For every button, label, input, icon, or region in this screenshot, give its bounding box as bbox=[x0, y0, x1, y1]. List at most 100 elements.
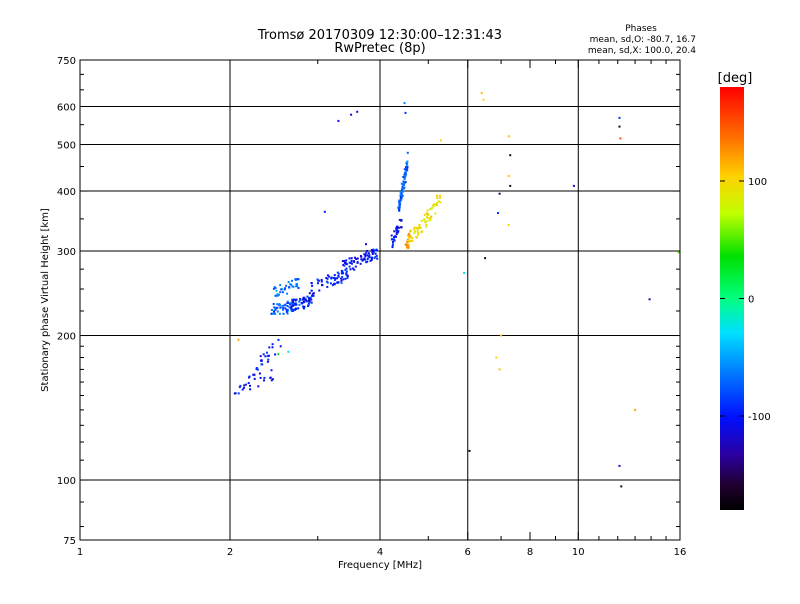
echo-point bbox=[345, 270, 348, 273]
echo-point bbox=[402, 176, 405, 178]
echo-point bbox=[403, 186, 406, 189]
echo-point bbox=[280, 288, 283, 291]
echo-point bbox=[404, 111, 407, 114]
echo-point bbox=[259, 355, 262, 358]
echo-point bbox=[287, 309, 289, 312]
echo-point bbox=[409, 235, 412, 237]
echo-point bbox=[408, 237, 411, 240]
echo-point bbox=[353, 268, 356, 271]
echo-point bbox=[414, 230, 416, 233]
echo-point bbox=[266, 360, 269, 363]
echo-point bbox=[405, 166, 407, 169]
echo-point bbox=[291, 285, 294, 288]
echo-point bbox=[290, 283, 293, 286]
echo-point bbox=[404, 243, 407, 246]
echo-point bbox=[439, 139, 442, 142]
echo-point bbox=[286, 302, 289, 304]
echo-point bbox=[425, 223, 428, 226]
echo-point bbox=[279, 345, 282, 348]
echo-point bbox=[376, 249, 378, 252]
echo-point bbox=[330, 276, 333, 279]
echo-point bbox=[284, 287, 287, 290]
echo-point bbox=[366, 257, 369, 260]
echo-point bbox=[415, 227, 418, 230]
echo-point bbox=[274, 287, 277, 289]
echo-point bbox=[325, 277, 328, 279]
echo-point bbox=[290, 305, 293, 308]
echo-point bbox=[349, 268, 352, 271]
echo-point bbox=[371, 253, 374, 255]
echo-point bbox=[404, 170, 407, 173]
echo-point bbox=[317, 279, 320, 282]
echo-point bbox=[285, 311, 288, 313]
echo-point bbox=[409, 229, 412, 232]
echo-point bbox=[423, 213, 426, 216]
echo-point bbox=[429, 219, 432, 222]
echo-point bbox=[365, 251, 368, 254]
echo-point bbox=[286, 305, 289, 307]
echo-point bbox=[405, 245, 408, 248]
echo-point bbox=[320, 280, 323, 283]
echo-point bbox=[277, 353, 280, 356]
echo-point bbox=[395, 233, 398, 236]
echo-point bbox=[270, 379, 273, 382]
echo-point bbox=[249, 384, 251, 387]
echo-point bbox=[509, 154, 512, 157]
echo-point bbox=[393, 236, 396, 239]
echo-point bbox=[337, 275, 340, 278]
echo-point bbox=[345, 263, 348, 266]
echo-point bbox=[271, 378, 274, 381]
echo-point bbox=[406, 160, 409, 163]
echo-point bbox=[367, 252, 370, 255]
echo-point bbox=[396, 225, 399, 228]
echo-point bbox=[433, 203, 436, 206]
echo-point bbox=[233, 392, 236, 395]
echo-point bbox=[415, 236, 418, 238]
echo-point bbox=[343, 261, 346, 264]
echo-point bbox=[343, 260, 346, 262]
echo-point bbox=[267, 354, 270, 357]
echo-point bbox=[238, 386, 241, 389]
echo-point bbox=[370, 257, 373, 260]
echo-point bbox=[341, 260, 344, 263]
echo-point bbox=[274, 312, 277, 315]
echo-point bbox=[336, 277, 339, 280]
echo-point bbox=[398, 205, 401, 208]
echo-point bbox=[463, 272, 466, 274]
echo-point bbox=[310, 298, 313, 301]
echo-point bbox=[425, 216, 428, 219]
echo-point bbox=[264, 355, 267, 358]
echo-point bbox=[353, 260, 356, 263]
echo-point bbox=[278, 293, 280, 296]
echo-point bbox=[346, 277, 349, 280]
echo-point bbox=[391, 244, 394, 247]
echo-point bbox=[401, 195, 404, 198]
echo-point bbox=[342, 263, 345, 266]
x-tick-label: 2 bbox=[227, 547, 233, 558]
echo-point bbox=[340, 277, 343, 280]
echo-point bbox=[507, 175, 510, 177]
stats-heading: Phases bbox=[625, 24, 657, 34]
echo-point bbox=[350, 259, 353, 262]
echo-point bbox=[345, 267, 348, 270]
echo-point bbox=[257, 385, 260, 388]
echo-point bbox=[509, 184, 512, 187]
echo-point bbox=[430, 216, 433, 219]
echo-point bbox=[288, 306, 291, 309]
echo-point bbox=[366, 254, 369, 257]
echo-point bbox=[350, 113, 353, 116]
echo-point bbox=[407, 239, 409, 242]
echo-point bbox=[270, 309, 273, 311]
echo-point bbox=[328, 275, 331, 278]
echo-point bbox=[370, 259, 373, 261]
echo-point bbox=[278, 303, 281, 306]
echo-point bbox=[426, 219, 429, 222]
echo-point bbox=[401, 183, 404, 186]
echo-point bbox=[374, 249, 376, 252]
echo-point bbox=[279, 284, 282, 287]
echo-point bbox=[271, 312, 274, 315]
echo-point bbox=[618, 125, 621, 128]
echo-point bbox=[425, 225, 428, 228]
echo-point bbox=[284, 303, 287, 306]
echo-point bbox=[248, 376, 250, 379]
